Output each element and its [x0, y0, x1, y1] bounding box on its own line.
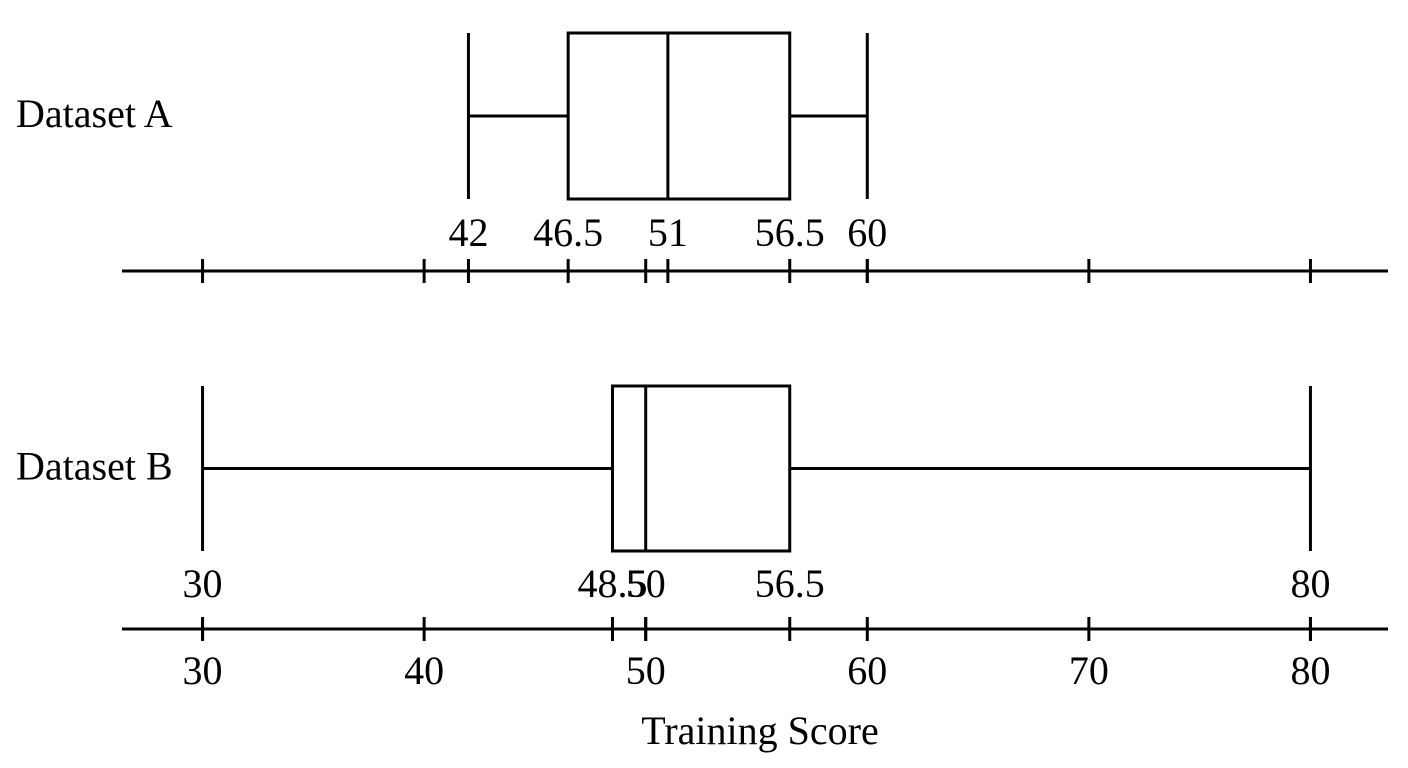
series-label: Dataset B: [16, 444, 173, 489]
stat-label: 48.5: [577, 561, 647, 606]
stat-label: 30: [183, 561, 223, 606]
box: [566, 31, 792, 201]
series-label: Dataset A: [16, 91, 173, 136]
x-axis-label: Training Score: [641, 708, 878, 753]
x-tick-label: 30: [183, 648, 223, 693]
stat-label: 50: [626, 561, 666, 606]
stat-label: 56.5: [755, 210, 825, 255]
stat-label: 60: [847, 210, 887, 255]
box: [610, 384, 792, 553]
stat-label: 80: [1290, 561, 1330, 606]
x-tick-label: 60: [847, 648, 887, 693]
stat-label: 42: [448, 210, 488, 255]
stat-label: 56.5: [755, 561, 825, 606]
stat-label: 51: [648, 210, 688, 255]
x-tick-label: 80: [1290, 648, 1330, 693]
x-tick-label: 40: [404, 648, 444, 693]
x-tick-label: 70: [1069, 648, 1109, 693]
stat-label: 46.5: [533, 210, 603, 255]
x-tick-label: 50: [626, 648, 666, 693]
